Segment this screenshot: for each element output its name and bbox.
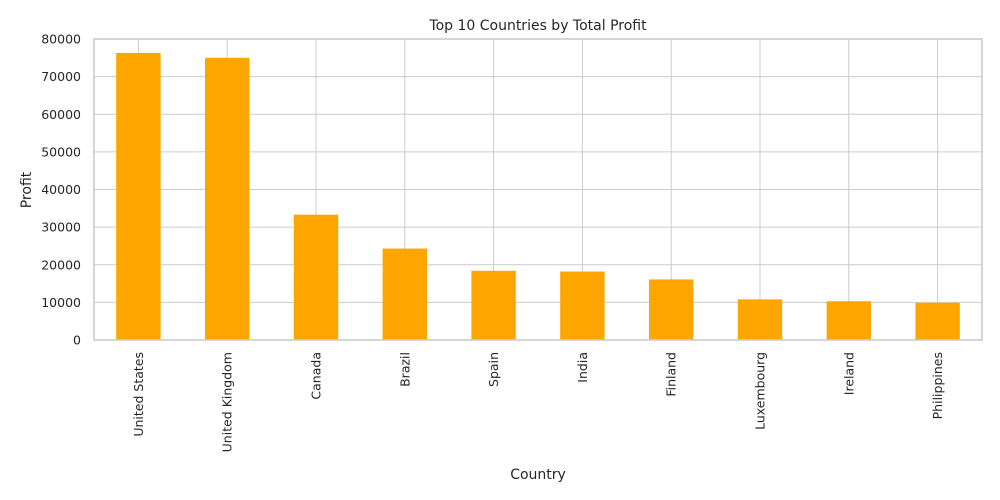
x-tick-label: United States [131,352,146,437]
x-tick-label: United Kingdom [220,352,235,452]
bar-ireland [826,301,871,340]
x-tick-label: Finland [664,352,679,397]
y-tick-label: 10000 [41,295,81,310]
bar-canada [293,214,339,340]
plot-frame [93,38,983,341]
bar-layer [116,52,960,340]
x-tick-label: Brazil [397,352,412,387]
y-tick-labels: 0 10000 20000 30000 40000 50000 60000 70000 8000… [41,32,81,348]
y-tick-label: 60000 [41,107,81,122]
x-tick-label: Luxembourg [753,352,768,430]
x-tick-labels: United States United Kingdom Canada Brazil S… [131,352,945,452]
bar-spain [471,270,516,340]
y-tick-label: 80000 [41,32,81,47]
bar-india [560,271,605,340]
y-axis-label: Profit [19,171,35,208]
y-tick-label: 70000 [41,69,81,84]
y-tick-label: 50000 [41,144,81,159]
y-tick-label: 20000 [41,257,81,272]
bar-brazil [382,248,427,340]
chart-title: Top 10 Countries by Total Profit [428,18,647,34]
x-tick-label: Philippines [930,352,945,419]
x-axis-label: Country [510,467,566,483]
x-tick-label: Ireland [841,352,856,395]
x-tick-label: Canada [309,352,324,400]
y-tick-label: 30000 [41,220,81,235]
x-tick-label: India [575,352,590,383]
y-tick-label: 40000 [41,182,81,197]
bar-united-kingdom [205,57,250,340]
bar-united-states [116,52,161,340]
bar-luxembourg [737,299,783,340]
bar-finland [649,279,694,340]
bar-philippines [915,302,960,340]
y-tick-label: 0 [73,333,81,348]
x-tick-label: Spain [486,352,501,387]
